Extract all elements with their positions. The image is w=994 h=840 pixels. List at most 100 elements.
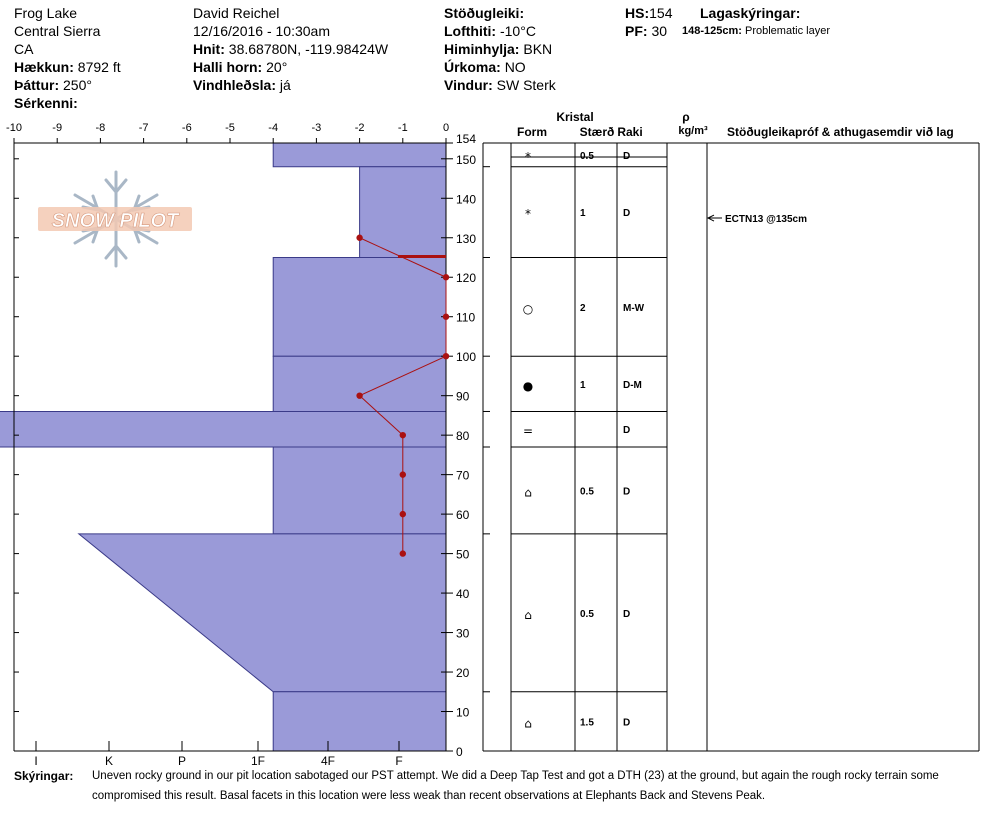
snow-profile-chart: SNOW PILOT -10 -9 -8 -7 -6 -5 -4 -3 -2 -1 0 I K P 1F 4… xyxy=(0,110,980,768)
layer-form-icon: * xyxy=(525,207,531,221)
state-name: CA xyxy=(14,41,34,57)
layer-moisture: D xyxy=(623,609,630,620)
tests-header: Stöðugleikapróf & athugasemdir við lag xyxy=(727,125,954,139)
layer-moisture: D xyxy=(623,717,630,728)
temp-tick-label: -3 xyxy=(312,122,322,134)
layer-moisture: D xyxy=(623,151,630,162)
density-symbol: ρ xyxy=(682,110,689,124)
precip-value: NO xyxy=(504,59,526,75)
hardness-bar-6 xyxy=(77,533,447,693)
form-header: Form xyxy=(517,125,547,139)
temperature-point xyxy=(356,234,363,241)
moisture-header: Raki xyxy=(617,125,642,139)
pf-row: PF: 30 xyxy=(625,23,667,39)
comments-line-2: compromised this result. Basal facets in… xyxy=(92,790,766,802)
layer-moisture: D xyxy=(623,486,630,497)
coords-label: Hnit: xyxy=(193,41,225,57)
height-tick-label: 140 xyxy=(456,192,476,206)
height-tick-label: 154 xyxy=(456,132,476,146)
temp-tick-label: -10 xyxy=(6,122,22,134)
height-tick-label: 90 xyxy=(456,390,470,404)
layer-size: 1.5 xyxy=(580,717,594,728)
layer-moisture: M-W xyxy=(623,303,645,314)
height-tick-label: 40 xyxy=(456,587,470,601)
elevation-row: Hækkun: 8792 ft xyxy=(14,59,121,75)
hardness-tick-label: P xyxy=(178,754,186,768)
observer-name: David Reichel xyxy=(193,5,280,21)
logo-banner xyxy=(38,207,192,231)
layer-moisture: D-M xyxy=(623,380,642,391)
range-name: Central Sierra xyxy=(14,23,101,39)
temperature-point xyxy=(399,510,406,518)
pf-value: 30 xyxy=(651,23,668,39)
aspect-value: 250° xyxy=(63,77,92,93)
hardness-bar-7 xyxy=(272,691,447,752)
comments-label: Skýringar: xyxy=(14,769,74,783)
elevation-label: Hækkun: xyxy=(14,59,74,75)
hs-label: HS: xyxy=(625,5,650,21)
height-tick-label: 20 xyxy=(456,666,470,680)
temp-tick-label: -7 xyxy=(139,122,149,134)
elevation-value: 8792 ft xyxy=(77,59,121,75)
temperature-point xyxy=(442,274,450,281)
layer-form-icon: ● xyxy=(523,379,533,393)
height-tick-label: 110 xyxy=(456,311,475,325)
wind-loading-label: Vindhleðsla: xyxy=(193,77,276,93)
temperature-point xyxy=(442,352,450,360)
aspect-row: Þáttur: 250° xyxy=(14,77,92,93)
temp-tick-label: -4 xyxy=(268,122,278,134)
sky-label: Himinhylja: xyxy=(444,41,520,57)
slope-label: Halli horn: xyxy=(193,59,263,75)
temp-tick-label: -1 xyxy=(398,122,408,134)
layer-size: 2 xyxy=(580,303,586,314)
temp-tick-label: -2 xyxy=(355,122,365,134)
wind-loading-row: Vindhleðsla: já xyxy=(193,77,291,93)
layer-form-icon: ⌂ xyxy=(524,716,532,730)
hardness-tick-label: 4F xyxy=(321,754,335,768)
layer-form-icon: ⌂ xyxy=(524,608,532,622)
slope-value: 20° xyxy=(266,59,288,75)
wind-value: SW Sterk xyxy=(496,77,556,93)
air-temp-value: -10°C xyxy=(499,23,536,39)
size-header: Stærð xyxy=(580,125,615,139)
height-tick-label: 0 xyxy=(456,745,463,759)
problem-text: Problematic layer xyxy=(745,25,830,37)
coords-row: Hnit: 38.68780N, -119.98424W xyxy=(193,41,388,57)
test-result: ECTN13 @135cm xyxy=(725,214,807,225)
layer-form-icon: ⌂ xyxy=(524,485,532,499)
temp-tick-label: 0 xyxy=(443,122,449,134)
layer-form-icon: ○ xyxy=(523,302,533,316)
layer-size: 0.5 xyxy=(580,609,594,620)
temperature-point xyxy=(442,313,450,320)
precip-row: Úrkoma: NO xyxy=(444,59,526,75)
hardness-bar-4 xyxy=(0,410,447,448)
hardness-tick-label: I xyxy=(34,754,37,768)
hardness-bar-2 xyxy=(272,256,447,357)
temperature-point xyxy=(399,471,406,478)
comments-line-1: Uneven rocky ground in our pit location … xyxy=(92,770,939,782)
problem-range: 148-125cm: xyxy=(682,25,742,37)
temperature-point xyxy=(356,392,363,399)
slope-row: Halli horn: 20° xyxy=(193,59,287,75)
height-tick-label: 70 xyxy=(456,469,470,483)
crystal-header: Kristal xyxy=(556,110,593,124)
height-tick-label: 50 xyxy=(456,548,470,562)
temperature-point xyxy=(399,550,406,557)
layer-size: 1 xyxy=(580,380,586,391)
hardness-tick-label: K xyxy=(105,754,113,768)
problem-legend: 148-125cm: Problematic layer xyxy=(682,25,830,38)
height-tick-label: 60 xyxy=(456,508,470,522)
wind-label: Vindur: xyxy=(444,77,493,93)
layer-moisture: D xyxy=(623,208,630,219)
hs-value: 154 xyxy=(649,5,673,21)
air-temp-label: Lofthiti: xyxy=(444,23,497,39)
hardness-bar-3 xyxy=(272,355,447,412)
features-label: Sérkenni: xyxy=(14,95,78,111)
layer-moisture: D xyxy=(623,425,630,436)
location-name: Frog Lake xyxy=(14,5,78,21)
height-tick-label: 10 xyxy=(456,706,470,720)
observation-datetime: 12/16/2016 - 10:30am xyxy=(193,23,330,39)
wind-loading-value: já xyxy=(279,77,291,93)
test-arrow-head xyxy=(706,214,715,222)
hs-row: HS:154 xyxy=(625,5,672,21)
